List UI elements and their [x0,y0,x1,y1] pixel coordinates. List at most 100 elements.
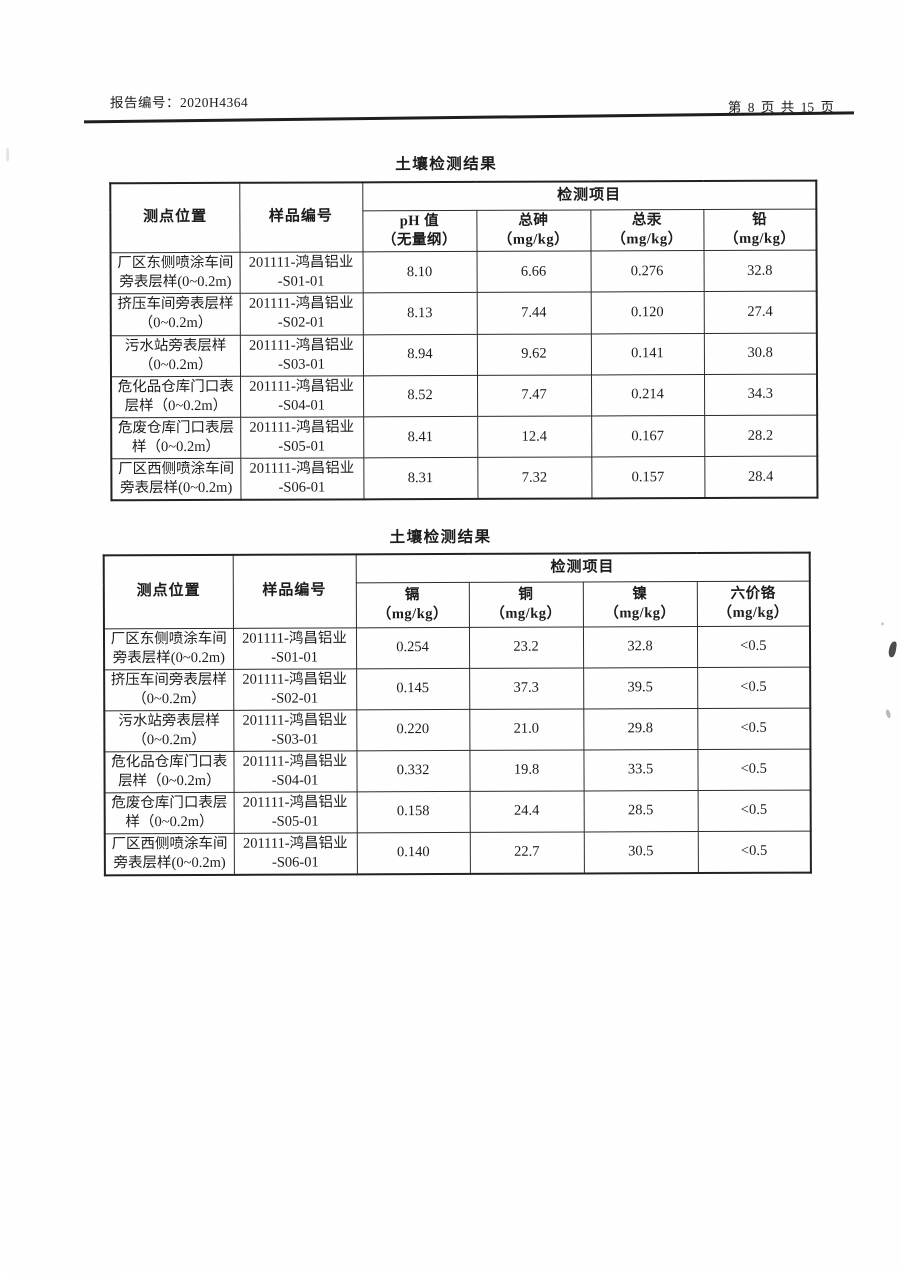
value-cell: 8.13 [362,292,477,335]
col-header-sample-id: 样品编号 [239,182,363,253]
table-row: 厂区西侧喷涂车间 旁表层样(0~0.2m) 201111-鸿昌铝业 -S06-0… [104,831,811,875]
param-name: 镉 [404,586,420,604]
value-cell: 0.254 [355,627,470,669]
value-cell: 8.41 [363,416,478,459]
table-row: 污水站旁表层样 （0~0.2m） 201111-鸿昌铝业 -S03-01 0.2… [104,708,811,752]
value-cell: 7.32 [477,457,592,500]
col-header-sample-id: 样品编号 [232,554,356,629]
value-cell: 22.7 [469,831,584,874]
sample-id-cell: 201111-鸿昌铝业 -S06-01 [240,458,364,501]
param-header: 铜 （mg/kg） [468,581,583,628]
param-unit: （mg/kg） [490,605,562,622]
value-cell: <0.5 [697,708,811,750]
value-cell: 34.3 [703,373,818,416]
value-cell: 8.31 [363,457,478,500]
value-cell: 0.140 [356,832,470,874]
param-name: 镍 [632,586,648,603]
sample-id-cell: 201111-鸿昌铝业 -S01-01 [232,627,357,670]
value-cell: 6.66 [476,250,591,293]
param-name: 铅 [752,211,768,228]
table-row: 厂区东侧喷涂车间 旁表层样(0~0.2m) 201111-鸿昌铝业 -S01-0… [103,626,811,670]
sample-id-cell: 201111-鸿昌铝业 -S06-01 [233,832,357,875]
value-cell: 8.94 [362,333,477,376]
param-header: 镍 （mg/kg） [582,581,697,627]
value-cell: <0.5 [697,749,811,791]
param-header: 总汞 （mg/kg） [590,209,704,251]
table-row: 危废仓库门口表层 样（0~0.2m） 201111-鸿昌铝业 -S05-01 8… [111,415,818,460]
value-cell: 24.4 [469,790,584,833]
value-cell: 27.4 [703,291,817,334]
table-header-row: 测点位置 样品编号 检测项目 [110,180,817,253]
sample-id-cell: 201111-鸿昌铝业 -S02-01 [239,293,363,335]
sample-id-cell: 201111-鸿昌铝业 -S05-01 [233,791,357,834]
value-cell: 28.4 [704,456,818,499]
col-header-group: 检测项目 [355,552,810,583]
header-rule [84,111,854,123]
value-cell: 21.0 [469,708,584,751]
table-row: 污水站旁表层样 （0~0.2m） 201111-鸿昌铝业 -S03-01 8.9… [110,332,818,377]
table-row: 危化品仓库门口表 层样（0~0.2m） 201111-鸿昌铝业 -S04-01 … [104,749,811,793]
scan-speck [6,147,10,162]
value-cell: <0.5 [697,667,811,709]
param-header: pH 值（无量纲） [362,210,477,252]
location-cell: 厂区西侧喷涂车间 旁表层样(0~0.2m) [104,833,234,875]
param-name: 六价铬 [730,585,776,602]
value-cell: 0.120 [590,291,704,334]
location-cell: 污水站旁表层样 （0~0.2m） [110,334,241,377]
location-cell: 挤压车间旁表层样 （0~0.2m） [110,293,240,336]
param-unit: （mg/kg） [724,230,796,247]
value-cell: 32.8 [703,250,817,292]
table-row: 危废仓库门口表层 样（0~0.2m） 201111-鸿昌铝业 -S05-01 0… [104,790,811,834]
col-header-group: 检测项目 [362,180,817,211]
location-cell: 危化品仓库门口表 层样（0~0.2m） [104,751,234,793]
table-row: 危化品仓库门口表 层样（0~0.2m） 201111-鸿昌铝业 -S04-01 … [111,373,818,418]
table-row: 厂区西侧喷涂车间 旁表层样(0~0.2m) 201111-鸿昌铝业 -S06-0… [111,456,818,501]
value-cell: 32.8 [582,626,698,668]
value-cell: <0.5 [697,831,811,873]
value-cell: 0.220 [356,709,470,751]
scan-speck [885,708,892,719]
param-unit: （mg/kg） [497,231,570,248]
param-header: 六价铬 （mg/kg） [696,581,810,627]
value-cell: 23.2 [468,626,584,669]
value-cell: 8.10 [362,251,477,294]
value-cell: 7.47 [476,374,592,417]
location-cell: 危废仓库门口表层 样（0~0.2m） [111,417,241,460]
value-cell: 12.4 [477,416,592,458]
sample-id-cell: 201111-鸿昌铝业 -S02-01 [233,668,357,711]
value-cell: <0.5 [697,790,811,832]
location-cell: 厂区东侧喷涂车间 旁表层样(0~0.2m) [103,628,234,670]
value-cell: 0.141 [590,333,704,375]
param-name: 铜 [518,586,534,603]
value-cell: 8.52 [362,375,478,418]
value-cell: 30.8 [703,332,818,375]
value-cell: 28.5 [583,790,698,832]
table2-title: 土壤检测结果 [389,528,492,547]
value-cell: 0.167 [591,415,705,458]
param-unit: （mg/kg） [376,606,449,623]
soil-test-table-2: 测点位置 样品编号 检测项目 镉 （mg/kg） 铜 （mg/kg） 镍 （mg/kg… [102,551,812,876]
scan-speck [880,622,884,626]
scan-speck [888,640,898,658]
value-cell: 0.214 [590,374,705,417]
value-cell: 0.158 [356,791,470,833]
value-cell: 7.44 [476,292,591,334]
soil-test-table-1: 测点位置 样品编号 检测项目 pH 值（无量纲） 总砷 （mg/kg） 总汞 （mg… [109,179,819,502]
col-header-location: 测点位置 [103,554,233,629]
location-cell: 危化品仓库门口表 层样（0~0.2m） [111,376,241,418]
location-cell: 挤压车间旁表层样 （0~0.2m） [104,669,234,711]
sample-id-cell: 201111-鸿昌铝业 -S01-01 [239,251,363,294]
param-name: 总砷 [518,212,549,229]
value-cell: <0.5 [696,626,811,668]
value-cell: 29.8 [583,708,698,750]
param-name: pH 值 [399,212,440,230]
param-unit: （mg/kg） [717,604,789,621]
value-cell: 37.3 [469,667,584,710]
table1-title: 土壤检测结果 [395,155,498,174]
sample-id-cell: 201111-鸿昌铝业 -S05-01 [240,417,364,459]
value-cell: 33.5 [583,749,698,791]
location-cell: 厂区东侧喷涂车间 旁表层样(0~0.2m) [110,252,240,295]
location-cell: 污水站旁表层样 （0~0.2m） [104,710,234,752]
table-row: 厂区东侧喷涂车间 旁表层样(0~0.2m) 201111-鸿昌铝业 -S01-0… [110,250,817,295]
